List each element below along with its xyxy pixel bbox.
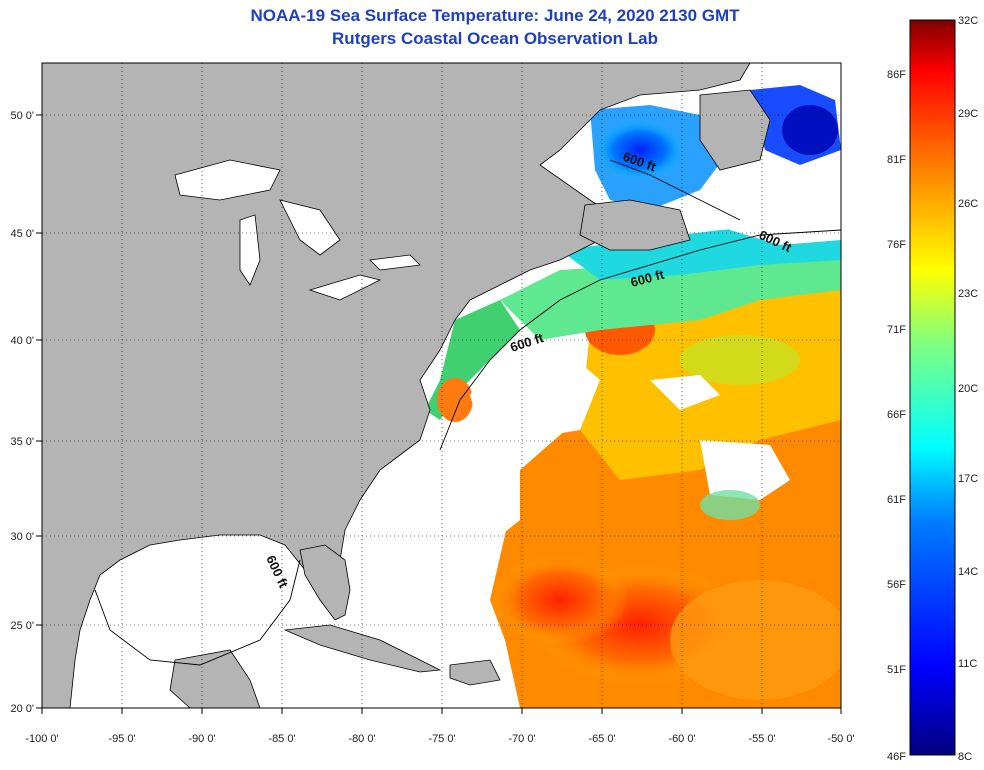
longitude-tick-label: -65 0' (588, 733, 615, 745)
colorbar-fahrenheit-label: 66F (887, 409, 906, 421)
colorbar-fahrenheit-label: 71F (887, 324, 906, 336)
colorbar-fahrenheit-label: 51F (887, 664, 906, 676)
colorbar-celsius-label: 29C (958, 108, 978, 120)
colorbar-fahrenheit-label: 81F (887, 154, 906, 166)
depth-contours (94, 159, 841, 666)
colorbar-celsius-label: 32C (958, 15, 978, 27)
colorbar-celsius-label: 14C (958, 566, 978, 578)
map-border (41, 62, 842, 709)
longitude-tick-label: -50 0' (827, 733, 854, 745)
lat-lon-grid (36, 63, 842, 714)
latitude-tick-label: 50 0' (10, 110, 34, 122)
colorbar-fahrenheit-label: 61F (887, 494, 906, 506)
latitude-tick-label: 20 0' (10, 703, 34, 715)
longitude-tick-label: -55 0' (748, 733, 775, 745)
colorbar-celsius-label: 26C (958, 198, 978, 210)
colorbar-celsius-label: 17C (958, 473, 978, 485)
sst-data-layer (420, 85, 841, 708)
latitude-tick-label: 30 0' (10, 531, 34, 543)
colorbar-fahrenheit-label: 86F (887, 69, 906, 81)
great-lakes (174, 159, 421, 301)
longitude-tick-label: -75 0' (428, 733, 455, 745)
colorbar-celsius-labels: 32C 29C 26C 23C 20C 17C 14C 11C 8C (958, 15, 978, 763)
colorbar-celsius-label: 20C (958, 383, 978, 395)
colorbar-fahrenheit-labels: 86F 81F 76F 71F 66F 61F 56F 51F 46F (887, 69, 906, 763)
longitude-tick-label: -100 0' (25, 733, 58, 745)
longitude-tick-label: -70 0' (508, 733, 535, 745)
longitude-tick-label: -60 0' (668, 733, 695, 745)
colorbar-fahrenheit-label: 76F (887, 239, 906, 251)
latitude-tick-label: 25 0' (10, 620, 34, 632)
colorbar-celsius-label: 11C (958, 658, 977, 670)
longitude-tick-label: -90 0' (188, 733, 215, 745)
temperature-colorbar (909, 19, 956, 756)
latitude-tick-label: 40 0' (10, 335, 34, 347)
longitude-tick-label: -85 0' (268, 733, 295, 745)
colorbar-celsius-label: 8C (958, 751, 972, 763)
latitude-tick-label: 45 0' (10, 228, 34, 240)
longitude-axis: -100 0' -95 0' -90 0' -85 0' -80 0' -75 0' -70… (25, 733, 854, 745)
latitude-tick-label: 35 0' (10, 436, 34, 448)
colorbar-celsius-label: 23C (958, 288, 978, 300)
map-subtitle: Rutgers Coastal Ocean Observation Lab (332, 29, 658, 48)
colorbar-fahrenheit-label: 56F (887, 579, 906, 591)
colorbar-fahrenheit-label: 46F (887, 751, 906, 763)
latitude-axis: 50 0' 45 0' 40 0' 35 0' 30 0' 25 0' 20 0' (10, 110, 34, 715)
map-title: NOAA-19 Sea Surface Temperature: June 24… (250, 6, 740, 25)
longitude-tick-label: -95 0' (108, 733, 135, 745)
longitude-tick-label: -80 0' (348, 733, 375, 745)
